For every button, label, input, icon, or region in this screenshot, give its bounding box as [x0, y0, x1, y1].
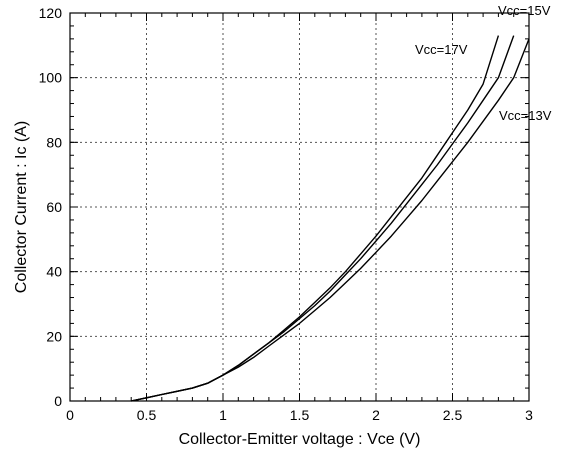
grid: [70, 13, 529, 401]
series-label-vcc-13v: Vcc=13V: [499, 108, 552, 123]
y-axis-label: Collector Current : Ic (A): [13, 121, 30, 293]
x-tick-label: 1.5: [290, 407, 310, 423]
y-tick-label: 80: [46, 134, 62, 150]
x-tick-label: 3: [525, 407, 533, 423]
x-axis-label: Collector-Emitter voltage : Vce (V): [179, 431, 421, 448]
x-tick-label: 2.5: [443, 407, 463, 423]
series-label-vcc-17v: Vcc=17V: [415, 42, 468, 57]
series-line-vcc-13v: [131, 38, 530, 402]
y-tick-label: 40: [46, 264, 62, 280]
plot-frame: [69, 12, 530, 402]
series-labels: Vcc=15V Vcc=17V Vcc=13V: [415, 3, 552, 123]
y-tick-label: 100: [39, 70, 63, 86]
series-label-vcc-15v: Vcc=15V: [498, 3, 551, 18]
minor-ticks: [69, 12, 530, 402]
series-lines: [131, 35, 530, 402]
x-tick-label: 0.5: [137, 407, 157, 423]
tick-labels: 0 0.5 1 1.5 2 2.5 3 0 20 40 60 80 100 120: [39, 5, 533, 423]
x-tick-label: 1: [219, 407, 227, 423]
x-tick-label: 0: [66, 407, 74, 423]
y-tick-label: 20: [46, 328, 62, 344]
y-tick-label: 60: [46, 199, 62, 215]
x-tick-label: 2: [372, 407, 380, 423]
y-tick-label: 0: [54, 393, 62, 409]
y-tick-label: 120: [39, 5, 63, 21]
